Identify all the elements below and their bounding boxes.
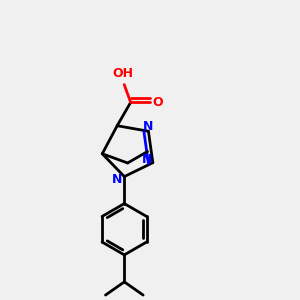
Text: O: O	[153, 96, 163, 109]
Text: N: N	[112, 173, 122, 186]
Text: N: N	[142, 153, 152, 166]
Text: OH: OH	[112, 67, 133, 80]
Text: N: N	[143, 120, 154, 133]
